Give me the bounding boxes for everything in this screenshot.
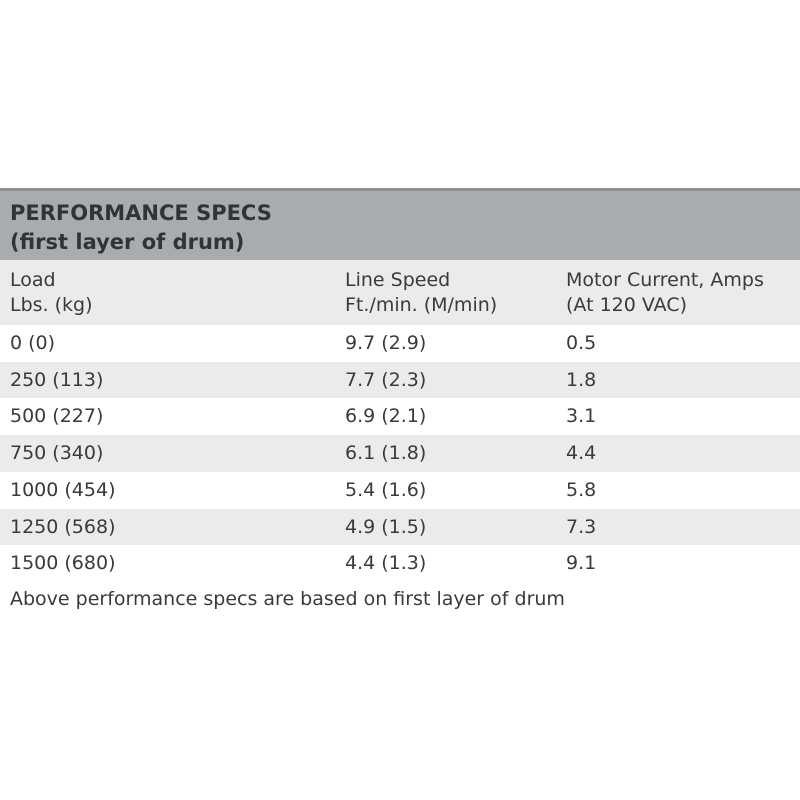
table-cell: 1000 (454) (10, 478, 116, 501)
table-row: 250 (113) 7.7 (2.3) 1.8 (0, 361, 800, 399)
title-band: PERFORMANCE SPECS (first layer of drum) (0, 188, 800, 260)
table-row: 1250 (568) 4.9 (1.5) 7.3 (0, 508, 800, 546)
table-cell: 3.1 (566, 405, 597, 428)
table-cell: 6.9 (2.1) (345, 405, 427, 428)
table-cell: 4.9 (1.5) (345, 515, 427, 538)
table-cell: 750 (340) (10, 442, 104, 465)
table-row: 750 (340) 6.1 (1.8) 4.4 (0, 435, 800, 472)
table-cell: 6.1 (1.8) (345, 442, 427, 465)
table-cell: 9.7 (2.9) (345, 332, 427, 354)
table-cell: 9.1 (566, 552, 597, 575)
table-cell: 1250 (568) (10, 515, 116, 538)
header-row: Load Lbs. (kg) Line Speed Ft./min. (M/min) M… (0, 260, 800, 325)
title: (first layer of drum) (10, 230, 245, 254)
column-header: Ft./min. (M/min) (345, 294, 498, 316)
table-cell: 1500 (680) (10, 552, 116, 575)
table-cell: 5.4 (1.6) (345, 478, 427, 501)
table-cell: 5.8 (566, 478, 597, 501)
table-cell: 250 (113) (10, 368, 104, 391)
table-cell: 0 (0) (10, 332, 56, 354)
table-cell: 4.4 (566, 442, 597, 465)
table-cell: 7.3 (566, 515, 597, 538)
column-header: Load (10, 269, 56, 291)
table-row: 0 (0) 9.7 (2.9) 0.5 (0, 325, 800, 362)
column-header: (At 120 VAC) (566, 294, 687, 316)
table-cell: 0.5 (566, 332, 597, 354)
table-row: 1500 (680) 4.4 (1.3) 9.1 (0, 545, 800, 582)
column-header: Motor Current, Amps (566, 269, 764, 291)
column-header: Line Speed (345, 269, 451, 291)
note: Above performance specs are based on fir… (10, 588, 565, 610)
table-cell: 1.8 (566, 368, 597, 391)
table-row: 500 (227) 6.9 (2.1) 3.1 (0, 398, 800, 436)
table-cell: 4.4 (1.3) (345, 552, 427, 575)
table-cell: 500 (227) (10, 405, 104, 428)
column-header: Lbs. (kg) (10, 294, 93, 316)
table-row: 1000 (454) 5.4 (1.6) 5.8 (0, 471, 800, 509)
table-cell: 7.7 (2.3) (345, 368, 427, 391)
title: PERFORMANCE SPECS (10, 201, 272, 225)
